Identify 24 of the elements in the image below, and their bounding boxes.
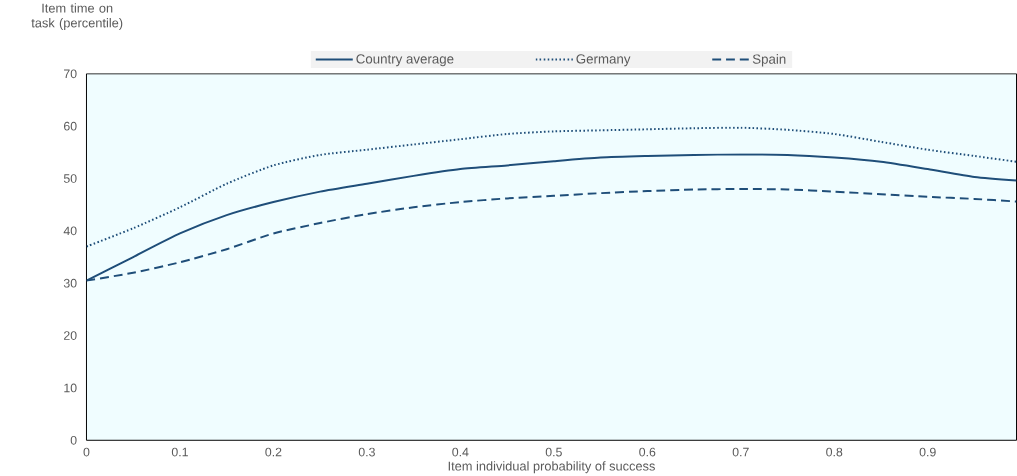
x-tick-label: 0.1 [171, 447, 188, 457]
x-tick-label: 0.8 [826, 447, 843, 457]
y-axis-title: Item time on task (percentile) [31, 3, 123, 30]
x-tick-label: 0.4 [452, 447, 469, 457]
x-tick-label: 0.3 [358, 447, 375, 457]
legend-label: Spain [752, 53, 786, 67]
x-tick-label: 0.5 [545, 447, 562, 457]
legend-label: Country average [356, 53, 454, 67]
y-tick-label: 60 [64, 121, 77, 131]
x-tick-label: 0.7 [732, 447, 749, 457]
y-tick-label: 30 [63, 278, 77, 288]
y-tick-label: 50 [63, 173, 77, 183]
y-tick-label: 20 [64, 331, 77, 340]
legend-label: Germany [576, 53, 631, 67]
y-tick-label: 70 [64, 69, 77, 78]
y-tick-label: 10 [64, 383, 77, 393]
x-tick-label: 0 [83, 447, 90, 457]
y-tick-label: 0 [70, 435, 77, 445]
x-tick-label: 0.2 [265, 447, 282, 457]
y-tick-label: 40 [63, 226, 77, 235]
x-tick-label: 0.9 [919, 447, 936, 457]
x-axis-title: Item individual probability of success [448, 460, 655, 473]
line-series [86, 126, 1017, 248]
x-tick-label: 0.6 [639, 447, 656, 457]
